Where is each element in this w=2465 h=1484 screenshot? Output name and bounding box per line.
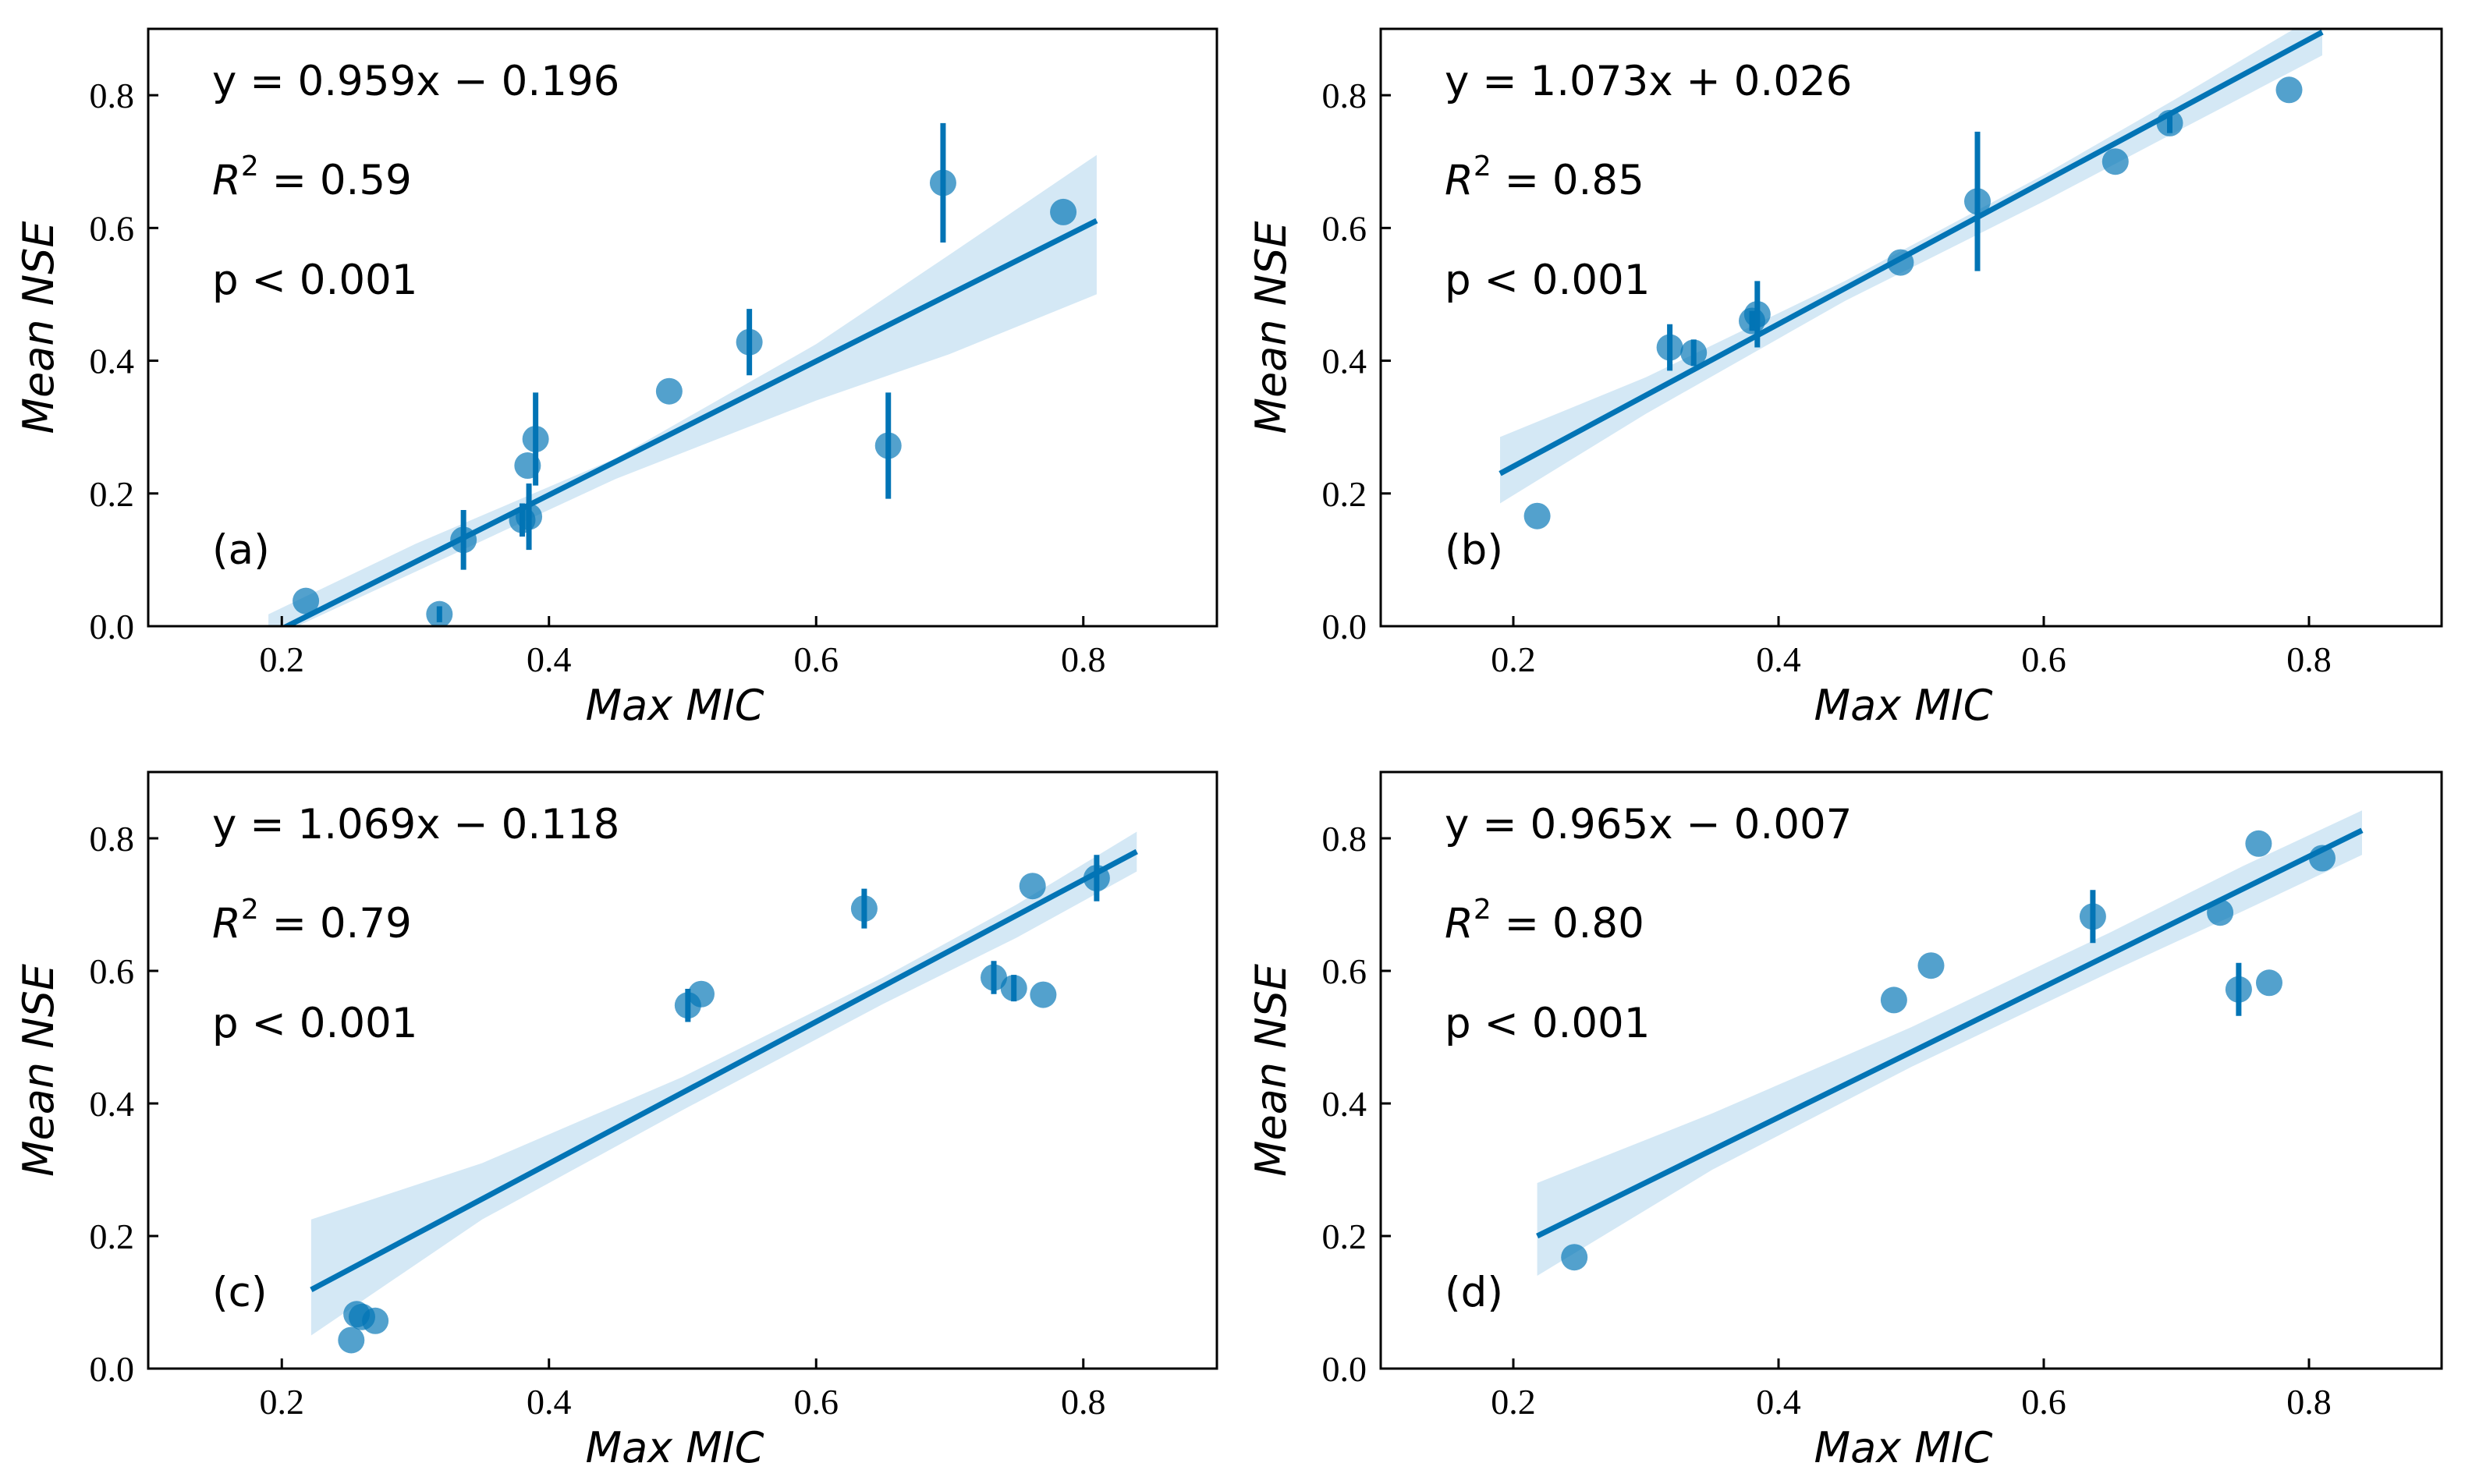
regression-line <box>1536 827 2364 1239</box>
y-tick-label: 0.2 <box>1322 474 1367 514</box>
x-axis-label: Max MIC <box>1814 681 1992 730</box>
y-tick-label: 0.4 <box>1322 342 1367 381</box>
x-axis-label: Max MIC <box>1814 1423 1992 1472</box>
y-tick-label: 0.6 <box>1322 208 1367 248</box>
x-tick-label: 0.6 <box>2021 1382 2066 1422</box>
confidence-band <box>1537 810 2362 1276</box>
y-tick-label: 0.6 <box>90 208 135 248</box>
x-tick-label: 0.2 <box>260 1382 305 1422</box>
panel-a: 0.2 0.4 0.6 0.8 0.0 0.2 0.4 0.6 0.8 Max MIC Mean N… <box>14 27 1218 730</box>
y-tick-label: 0.0 <box>90 607 135 646</box>
confidence-band <box>310 831 1137 1336</box>
x-tick-label: 0.6 <box>794 1382 839 1422</box>
data-point <box>1019 873 1046 900</box>
data-point <box>687 980 715 1008</box>
y-axis-label: Mean NSE <box>14 221 63 434</box>
y-tick-label: 0.8 <box>90 76 135 115</box>
data-point <box>1523 502 1551 529</box>
x-tick-label: 0.8 <box>1061 1382 1106 1422</box>
x-tick-label: 0.8 <box>2286 639 2332 679</box>
data-point <box>293 587 320 614</box>
y-axis-label: Mean NSE <box>1247 963 1296 1177</box>
data-point <box>1030 981 1057 1008</box>
y-tick-label: 0.0 <box>1322 607 1367 646</box>
data-point <box>1880 986 1907 1014</box>
y-tick-label: 0.0 <box>90 1349 135 1389</box>
data-point <box>2245 830 2272 857</box>
plot-area <box>310 831 1138 1354</box>
r-squared: R2 = 0.85 <box>1445 151 1644 204</box>
r-squared: R2 = 0.79 <box>212 894 412 947</box>
y-tick-label: 0.8 <box>1322 76 1367 115</box>
confidence-band <box>268 154 1097 626</box>
panel-c: 0.2 0.4 0.6 0.8 0.0 0.2 0.4 0.6 0.8 Max MIC Mean N… <box>14 770 1218 1472</box>
regression-equation: y = 1.073x + 0.026 <box>1445 58 1852 105</box>
x-tick-label: 0.8 <box>1061 639 1106 679</box>
axes-frame <box>1379 770 2443 1370</box>
regression-line <box>1499 30 2324 476</box>
y-tick-label: 0.2 <box>1322 1217 1367 1256</box>
plot-area <box>1536 810 2364 1276</box>
plot-area <box>1499 29 2324 529</box>
p-value: p < 0.001 <box>1445 257 1650 304</box>
x-tick-label: 0.4 <box>527 1382 572 1422</box>
x-tick-label: 0.8 <box>2286 1382 2332 1422</box>
x-axis-label: Max MIC <box>585 681 764 730</box>
p-value: p < 0.001 <box>212 257 417 304</box>
data-point <box>2101 148 2129 175</box>
x-tick-label: 0.2 <box>260 639 305 679</box>
x-tick-label: 0.6 <box>794 639 839 679</box>
data-point <box>2256 969 2282 997</box>
panel-label: (d) <box>1445 1269 1503 1316</box>
data-point <box>1561 1244 1588 1271</box>
panel-d: 0.2 0.4 0.6 0.8 0.0 0.2 0.4 0.6 0.8 Max MIC Mean N… <box>1247 770 2443 1472</box>
x-tick-label: 0.6 <box>2021 639 2066 679</box>
r-squared: R2 = 0.80 <box>1445 894 1644 947</box>
data-point <box>655 377 683 405</box>
p-value: p < 0.001 <box>212 1000 417 1047</box>
x-tick-label: 0.4 <box>527 639 572 679</box>
y-tick-label: 0.4 <box>1322 1084 1367 1124</box>
y-tick-label: 0.4 <box>90 342 135 381</box>
y-tick-label: 0.2 <box>90 474 135 514</box>
plot-area <box>268 122 1098 626</box>
y-tick-label: 0.0 <box>1322 1349 1367 1389</box>
x-tick-label: 0.2 <box>1491 639 1536 679</box>
y-tick-label: 0.8 <box>1322 819 1367 859</box>
regression-equation: y = 0.959x − 0.196 <box>212 58 619 105</box>
y-tick-label: 0.8 <box>90 819 135 859</box>
axes-frame <box>1379 27 2443 628</box>
r-squared: R2 = 0.59 <box>212 151 412 204</box>
y-tick-label: 0.4 <box>90 1084 135 1124</box>
y-tick-label: 0.6 <box>1322 951 1367 991</box>
panel-label: (b) <box>1445 526 1503 574</box>
x-axis-label: Max MIC <box>585 1423 764 1472</box>
data-point <box>1050 198 1077 225</box>
axes-frame <box>147 27 1218 628</box>
regression-line <box>281 218 1098 626</box>
panel-b: 0.2 0.4 0.6 0.8 0.0 0.2 0.4 0.6 0.8 Max MIC Mean N… <box>1247 27 2443 730</box>
regression-line <box>310 848 1138 1292</box>
x-tick-label: 0.4 <box>1756 639 1801 679</box>
axes-frame <box>147 770 1218 1370</box>
data-point <box>362 1307 389 1334</box>
regression-equation: y = 1.069x − 0.118 <box>212 801 619 848</box>
y-axis-label: Mean NSE <box>14 963 63 1177</box>
panel-label: (a) <box>212 526 270 574</box>
y-tick-label: 0.2 <box>90 1217 135 1256</box>
data-point <box>338 1326 365 1354</box>
data-point <box>1917 952 1945 979</box>
y-axis-label: Mean NSE <box>1247 221 1296 434</box>
y-tick-label: 0.6 <box>90 951 135 991</box>
regression-equation: y = 0.965x − 0.007 <box>1445 801 1852 848</box>
panel-label: (c) <box>212 1269 268 1316</box>
p-value: p < 0.001 <box>1445 1000 1650 1047</box>
x-tick-label: 0.2 <box>1491 1382 1536 1422</box>
x-tick-label: 0.4 <box>1756 1382 1801 1422</box>
data-point <box>2275 76 2303 104</box>
